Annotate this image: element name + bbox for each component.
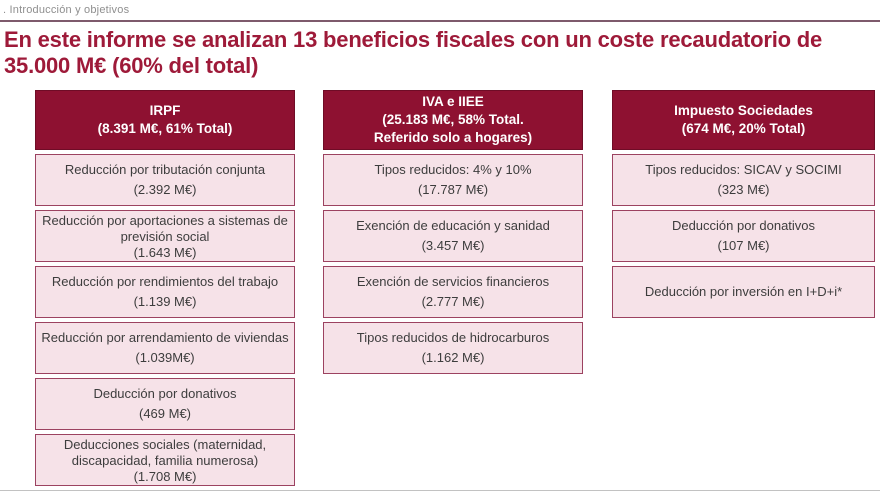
header-subline: (674 M€, 20% Total)	[681, 121, 806, 136]
benefit-label: Tipos reducidos de hidrocarburos	[356, 329, 550, 345]
benefit-amount: (1.139 M€)	[133, 294, 197, 310]
benefit-amount: (1.039M€)	[135, 350, 195, 366]
benefit-box-irpf-6: Deducciones sociales (maternidad, discap…	[35, 434, 295, 486]
benefit-box-irpf-4: Reducción por arrendamiento de viviendas…	[35, 322, 295, 374]
column-impuesto-sociedades: Impuesto Sociedades (674 M€, 20% Total) …	[612, 90, 875, 318]
benefit-label: Deducción por donativos	[671, 217, 816, 233]
benefit-amount: (1.643 M€)	[133, 245, 197, 260]
column-irpf: IRPF (8.391 M€, 61% Total) Reducción por…	[35, 90, 295, 486]
benefit-box-iva-1: Tipos reducidos: 4% y 10% (17.787 M€)	[323, 154, 583, 206]
header-line: IVA e IIEE	[422, 94, 484, 109]
header-divider	[0, 20, 880, 22]
benefit-label: Deducción por inversión en I+D+i*	[644, 284, 843, 299]
benefit-box-iva-3: Exención de servicios financieros (2.777…	[323, 266, 583, 318]
benefit-amount: (323 M€)	[717, 182, 770, 198]
header-line: IRPF	[149, 103, 181, 118]
benefit-box-iva-2: Exención de educación y sanidad (3.457 M…	[323, 210, 583, 262]
column-header-impuesto-sociedades: Impuesto Sociedades (674 M€, 20% Total)	[612, 90, 875, 150]
benefit-label: Exención de educación y sanidad	[356, 217, 550, 233]
column-iva-iiee: IVA e IIEE (25.183 M€, 58% Total. Referi…	[323, 90, 583, 374]
benefit-label: Deducción por donativos	[93, 385, 237, 401]
benefit-amount: (3.457 M€)	[421, 238, 485, 254]
benefit-label: Tipos reducidos: SICAV y SOCIMI	[645, 161, 842, 177]
benefit-box-iva-4: Tipos reducidos de hidrocarburos (1.162 …	[323, 322, 583, 374]
benefit-label: Reducción por arrendamiento de viviendas	[41, 329, 289, 345]
header-subline: (25.183 M€, 58% Total.	[382, 112, 524, 127]
header-subline: (8.391 M€, 61% Total)	[97, 121, 233, 136]
benefit-amount: (1.162 M€)	[421, 350, 485, 366]
benefit-box-sociedades-1: Tipos reducidos: SICAV y SOCIMI (323 M€)	[612, 154, 875, 206]
benefit-box-sociedades-2: Deducción por donativos (107 M€)	[612, 210, 875, 262]
title-line-2: 35.000 M€ (60% del total)	[4, 53, 259, 78]
page-title: En este informe se analizan 13 beneficio…	[4, 27, 880, 79]
benefit-amount: (17.787 M€)	[417, 182, 489, 198]
benefit-amount: (2.392 M€)	[133, 182, 197, 198]
header-line: Impuesto Sociedades	[674, 103, 813, 118]
benefit-label: Reducción por rendimientos del trabajo	[51, 273, 279, 289]
benefit-box-irpf-1: Reducción por tributación conjunta (2.39…	[35, 154, 295, 206]
benefit-amount: (1.708 M€)	[133, 469, 197, 484]
benefit-label: Deducciones sociales (maternidad, discap…	[63, 437, 267, 468]
column-header-iva-iiee: IVA e IIEE (25.183 M€, 58% Total. Referi…	[323, 90, 583, 150]
benefit-amount: (469 M€)	[138, 406, 192, 422]
title-line-1: En este informe se analizan 13 beneficio…	[4, 27, 823, 52]
column-header-irpf: IRPF (8.391 M€, 61% Total)	[35, 90, 295, 150]
benefit-box-sociedades-3: Deducción por inversión en I+D+i*	[612, 266, 875, 318]
benefit-label: Reducción por tributación conjunta	[64, 161, 266, 177]
benefit-label: Reducción por aportaciones a sistemas de…	[42, 213, 288, 244]
benefit-amount: (107 M€)	[717, 238, 770, 254]
benefit-amount: (2.777 M€)	[421, 294, 485, 310]
benefit-box-irpf-3: Reducción por rendimientos del trabajo (…	[35, 266, 295, 318]
benefit-box-irpf-2: Reducción por aportaciones a sistemas de…	[35, 210, 295, 262]
header-subline-2: Referido solo a hogares)	[373, 130, 533, 145]
benefit-label: Exención de servicios financieros	[356, 273, 550, 289]
footer-divider	[0, 490, 880, 491]
benefit-box-irpf-5: Deducción por donativos (469 M€)	[35, 378, 295, 430]
benefit-label: Tipos reducidos: 4% y 10%	[374, 161, 532, 177]
breadcrumb: . Introducción y objetivos	[3, 4, 130, 16]
